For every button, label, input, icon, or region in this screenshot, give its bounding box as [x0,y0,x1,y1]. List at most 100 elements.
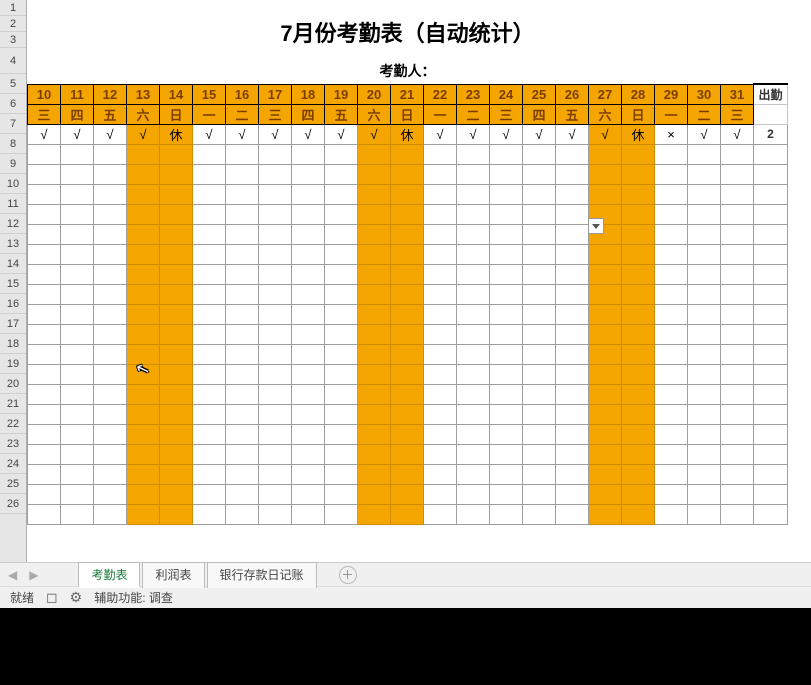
empty-cell[interactable] [325,184,358,204]
empty-cell[interactable] [61,404,94,424]
empty-cell[interactable] [688,424,721,444]
extra-cell[interactable] [754,244,788,264]
empty-cell[interactable] [61,464,94,484]
empty-cell[interactable] [259,164,292,184]
empty-cell[interactable] [61,204,94,224]
empty-cell[interactable] [127,504,160,524]
empty-cell[interactable] [622,444,655,464]
empty-cell[interactable] [556,264,589,284]
empty-cell[interactable] [358,284,391,304]
empty-cell[interactable] [523,204,556,224]
empty-cell[interactable] [622,384,655,404]
empty-cell[interactable] [721,364,754,384]
row-header[interactable]: 25 [0,474,26,494]
empty-cell[interactable] [391,304,424,324]
empty-cell[interactable] [721,144,754,164]
empty-cell[interactable] [358,484,391,504]
empty-cell[interactable] [721,224,754,244]
extra-cell[interactable] [754,364,788,384]
empty-cell[interactable] [193,424,226,444]
empty-cell[interactable] [556,304,589,324]
empty-cell[interactable] [457,324,490,344]
attendance-cell[interactable]: √ [193,124,226,144]
row-header[interactable]: 1 [0,0,26,16]
empty-cell[interactable] [127,464,160,484]
attendance-cell[interactable]: √ [94,124,127,144]
empty-cell[interactable] [292,424,325,444]
empty-cell[interactable] [358,144,391,164]
empty-cell[interactable] [28,464,61,484]
empty-cell[interactable] [325,424,358,444]
extra-cell[interactable] [754,504,788,524]
add-sheet-button[interactable]: ＋ [339,566,357,584]
empty-cell[interactable] [358,364,391,384]
empty-cell[interactable] [94,264,127,284]
empty-cell[interactable] [127,244,160,264]
empty-cell[interactable] [655,144,688,164]
empty-cell[interactable] [259,184,292,204]
empty-cell[interactable] [391,284,424,304]
empty-cell[interactable] [688,364,721,384]
empty-cell[interactable] [523,444,556,464]
empty-cell[interactable] [28,304,61,324]
empty-cell[interactable] [292,404,325,424]
empty-cell[interactable] [292,204,325,224]
empty-cell[interactable] [688,304,721,324]
empty-cell[interactable] [325,384,358,404]
empty-cell[interactable] [94,484,127,504]
extra-cell[interactable] [754,164,788,184]
empty-cell[interactable] [457,244,490,264]
empty-cell[interactable] [193,464,226,484]
empty-cell[interactable] [655,284,688,304]
empty-cell[interactable] [28,244,61,264]
empty-cell[interactable] [424,484,457,504]
empty-cell[interactable] [424,404,457,424]
empty-cell[interactable] [292,384,325,404]
empty-cell[interactable] [721,324,754,344]
empty-cell[interactable] [160,224,193,244]
empty-cell[interactable] [556,424,589,444]
empty-cell[interactable] [127,424,160,444]
empty-cell[interactable] [127,304,160,324]
empty-cell[interactable] [424,164,457,184]
empty-cell[interactable] [358,204,391,224]
empty-cell[interactable] [589,144,622,164]
empty-cell[interactable] [325,324,358,344]
empty-cell[interactable] [589,184,622,204]
empty-cell[interactable] [226,484,259,504]
empty-cell[interactable] [325,284,358,304]
empty-cell[interactable] [688,164,721,184]
empty-cell[interactable] [424,264,457,284]
empty-cell[interactable] [292,504,325,524]
empty-cell[interactable] [523,144,556,164]
empty-cell[interactable] [391,324,424,344]
empty-cell[interactable] [424,184,457,204]
empty-cell[interactable] [226,464,259,484]
row-header[interactable]: 23 [0,434,26,454]
empty-cell[interactable] [424,224,457,244]
attendance-cell[interactable]: √ [61,124,94,144]
empty-cell[interactable] [457,344,490,364]
sheet-tab[interactable]: 考勤表 [78,562,140,588]
empty-cell[interactable] [160,144,193,164]
empty-cell[interactable] [127,224,160,244]
empty-cell[interactable] [523,164,556,184]
empty-cell[interactable] [226,384,259,404]
empty-cell[interactable] [127,404,160,424]
empty-cell[interactable] [94,364,127,384]
empty-cell[interactable] [193,204,226,224]
extra-cell[interactable] [754,264,788,284]
row-header[interactable]: 21 [0,394,26,414]
extra-cell[interactable] [754,384,788,404]
empty-cell[interactable] [127,384,160,404]
empty-cell[interactable] [325,204,358,224]
empty-cell[interactable] [457,184,490,204]
empty-cell[interactable] [457,224,490,244]
empty-cell[interactable] [523,484,556,504]
empty-cell[interactable] [28,484,61,504]
empty-cell[interactable] [61,304,94,324]
row-header[interactable]: 19 [0,354,26,374]
empty-cell[interactable] [589,344,622,364]
empty-cell[interactable] [226,344,259,364]
empty-cell[interactable] [193,444,226,464]
